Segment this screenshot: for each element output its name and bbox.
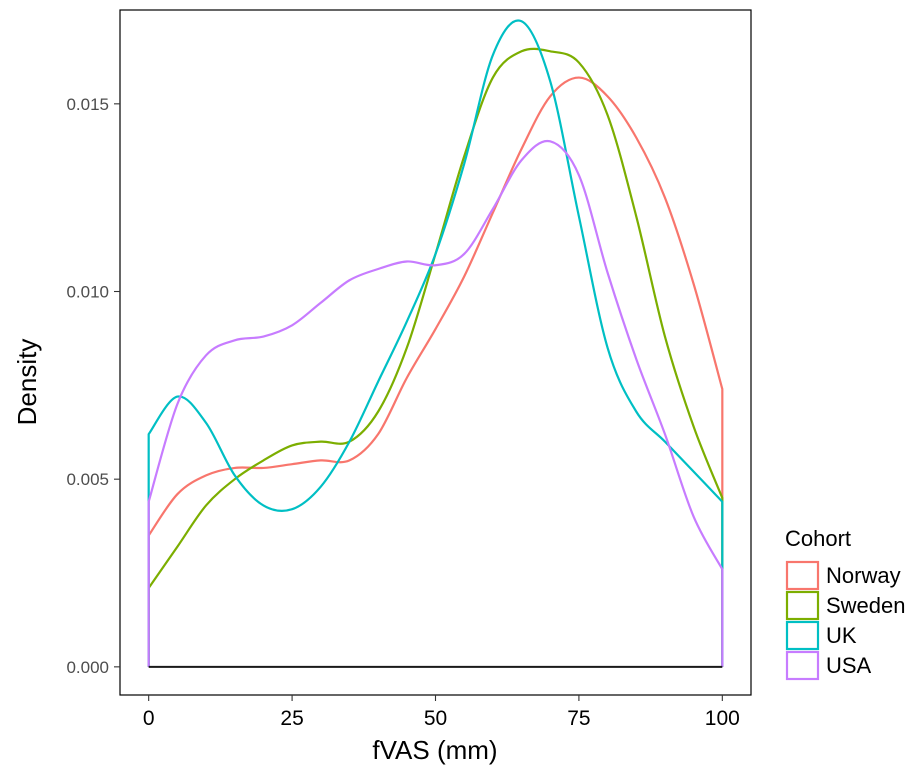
plot-panel xyxy=(119,9,752,696)
y-tick-label: 0.000 xyxy=(66,658,109,677)
series-layer xyxy=(147,19,724,667)
y-axis: 0.000 0.005 0.010 0.015 xyxy=(66,95,120,677)
legend-key-uk xyxy=(785,620,820,651)
x-tick-label: 100 xyxy=(705,707,740,730)
legend-label-uk: UK xyxy=(826,623,857,648)
x-tick-label: 25 xyxy=(280,707,303,730)
x-axis: 0 25 50 75 100 xyxy=(143,695,740,730)
legend-key-usa xyxy=(785,650,820,681)
y-tick-label: 0.015 xyxy=(66,95,109,114)
density-line-norway xyxy=(147,76,724,667)
density-line-sweden xyxy=(147,47,724,667)
legend-title: Cohort xyxy=(785,526,851,551)
y-axis-title: Density xyxy=(12,339,42,426)
x-tick-label: 50 xyxy=(424,707,447,730)
legend: Norway Sweden UK USA xyxy=(785,560,906,681)
x-axis-title: fVAS (mm) xyxy=(372,735,497,765)
y-tick-label: 0.005 xyxy=(66,470,109,489)
legend-key-sweden xyxy=(785,590,820,621)
legend-label-sweden: Sweden xyxy=(826,593,906,618)
y-tick-label: 0.010 xyxy=(66,283,109,302)
density-line-uk xyxy=(147,19,724,667)
x-tick-label: 75 xyxy=(567,707,590,730)
legend-label-usa: USA xyxy=(826,653,872,678)
legend-label-norway: Norway xyxy=(826,563,901,588)
legend-key-norway xyxy=(785,560,820,591)
x-tick-label: 0 xyxy=(143,707,155,730)
density-line-usa xyxy=(147,139,724,667)
